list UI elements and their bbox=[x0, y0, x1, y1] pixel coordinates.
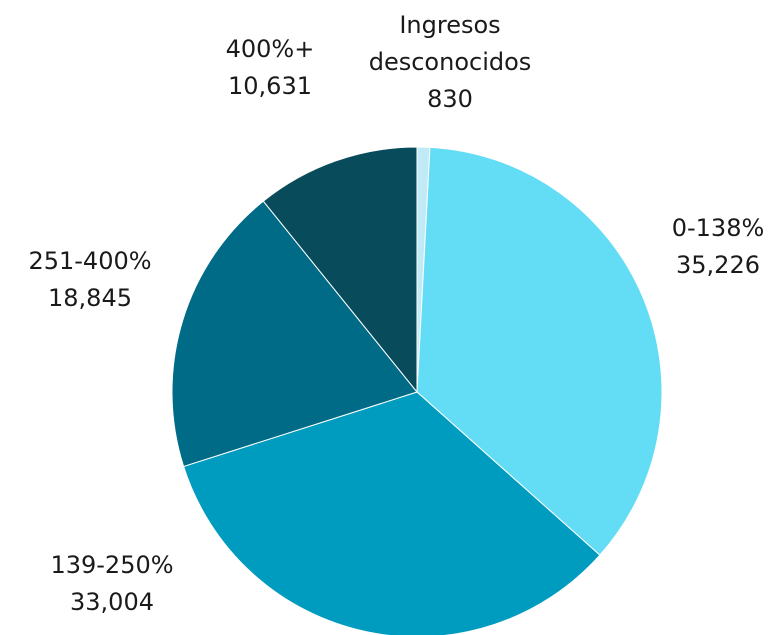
slice-category-text: desconocidos bbox=[369, 48, 532, 76]
slice-value-text: 35,226 bbox=[676, 251, 760, 279]
slice-label-2: 139-250% 33,004 bbox=[50, 551, 173, 616]
pie-slice-1 bbox=[416, 146, 663, 556]
slice-category-text: 251-400% bbox=[28, 247, 151, 275]
pie-slice-2 bbox=[182, 391, 601, 635]
slice-category-text: 139-250% bbox=[50, 551, 173, 579]
slice-value-text: 18,845 bbox=[48, 284, 132, 312]
slice-category-text: 400%+ bbox=[226, 35, 315, 63]
slice-category-text: 0-138% bbox=[672, 214, 765, 242]
slice-value-text: 830 bbox=[427, 85, 473, 113]
slice-label-0: Ingresos desconocidos 830 bbox=[369, 11, 532, 113]
pie-slice-3 bbox=[171, 200, 418, 468]
slice-label-3: 251-400% 18,845 bbox=[28, 247, 151, 312]
slice-value-text: 10,631 bbox=[228, 72, 312, 100]
slice-value-text: 33,004 bbox=[70, 588, 154, 616]
pie-labels: Ingresos desconocidos 830 0-138% 35,226 139-2… bbox=[28, 11, 764, 616]
slice-category-text: Ingresos bbox=[399, 11, 500, 39]
pie-slice-4 bbox=[262, 146, 418, 394]
slice-label-1: 0-138% 35,226 bbox=[672, 214, 765, 279]
slice-label-4: 400%+ 10,631 bbox=[226, 35, 315, 100]
pie-slices bbox=[171, 146, 663, 635]
